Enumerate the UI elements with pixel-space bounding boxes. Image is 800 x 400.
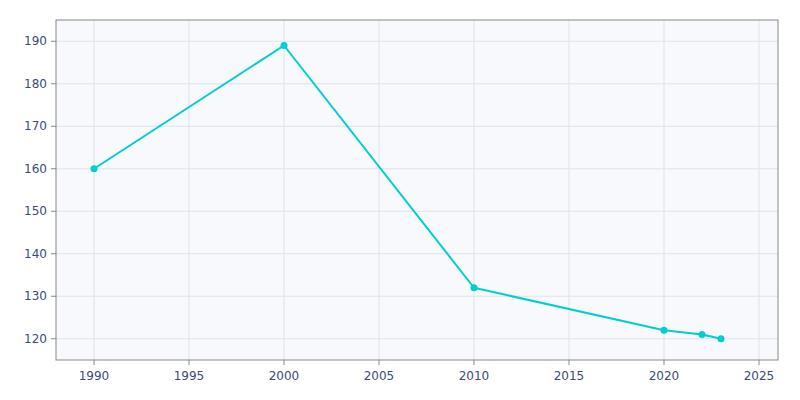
x-tick (379, 360, 380, 365)
y-tick-label: 130 (24, 289, 47, 303)
x-tick-label: 2010 (459, 369, 490, 383)
plot-background (56, 20, 778, 360)
point (281, 42, 288, 49)
x-tick-label: 2025 (744, 369, 775, 383)
x-grid-line (94, 20, 95, 360)
series (91, 42, 725, 342)
y-tick (51, 126, 56, 127)
axes: 1990 1995 2000 2005 2010 2015 2020 2025 120 130 14… (24, 34, 774, 383)
x-tick-label: 2000 (269, 369, 300, 383)
x-tick (474, 360, 475, 365)
point (471, 284, 478, 291)
x-tick-label: 2005 (364, 369, 395, 383)
x-tick (189, 360, 190, 365)
x-tick (664, 360, 665, 365)
chart-container: 1990 1995 2000 2005 2010 2015 2020 2025 120 130 14… (0, 0, 800, 400)
x-tick-label: 1995 (174, 369, 205, 383)
x-tick-label: 2015 (554, 369, 585, 383)
x-grid-line (379, 20, 380, 360)
plot-frame (56, 20, 778, 360)
y-tick (51, 83, 56, 84)
point (91, 165, 98, 172)
y-tick-label: 160 (24, 162, 47, 176)
x-tick-label: 2020 (649, 369, 680, 383)
x-grid-line (664, 20, 665, 360)
y-tick (51, 253, 56, 254)
x-grid-line (284, 20, 285, 360)
grid (56, 20, 778, 360)
y-tick (51, 41, 56, 42)
y-grid-line (56, 211, 778, 212)
y-tick (51, 211, 56, 212)
y-tick (51, 168, 56, 169)
x-tick (94, 360, 95, 365)
x-tick (284, 360, 285, 365)
x-grid-line (189, 20, 190, 360)
y-grid-line (56, 41, 778, 42)
y-tick-label: 180 (24, 77, 47, 91)
chart-svg: 1990 1995 2000 2005 2010 2015 2020 2025 120 130 14… (0, 0, 800, 400)
y-tick-label: 140 (24, 247, 47, 261)
point (718, 335, 725, 342)
y-tick (51, 338, 56, 339)
x-grid-line (759, 20, 760, 360)
y-grid-line (56, 168, 778, 169)
y-grid-line (56, 83, 778, 84)
y-grid-line (56, 296, 778, 297)
point (661, 327, 668, 334)
y-grid-line (56, 126, 778, 127)
line (94, 46, 721, 339)
x-tick-label: 1990 (79, 369, 110, 383)
y-tick-label: 190 (24, 34, 47, 48)
x-tick (569, 360, 570, 365)
x-tick (759, 360, 760, 365)
y-tick-label: 170 (24, 119, 47, 133)
y-grid-line (56, 338, 778, 339)
y-tick-label: 150 (24, 204, 47, 218)
y-tick (51, 296, 56, 297)
y-tick-label: 120 (24, 332, 47, 346)
x-grid-line (474, 20, 475, 360)
point (699, 331, 706, 338)
y-grid-line (56, 253, 778, 254)
